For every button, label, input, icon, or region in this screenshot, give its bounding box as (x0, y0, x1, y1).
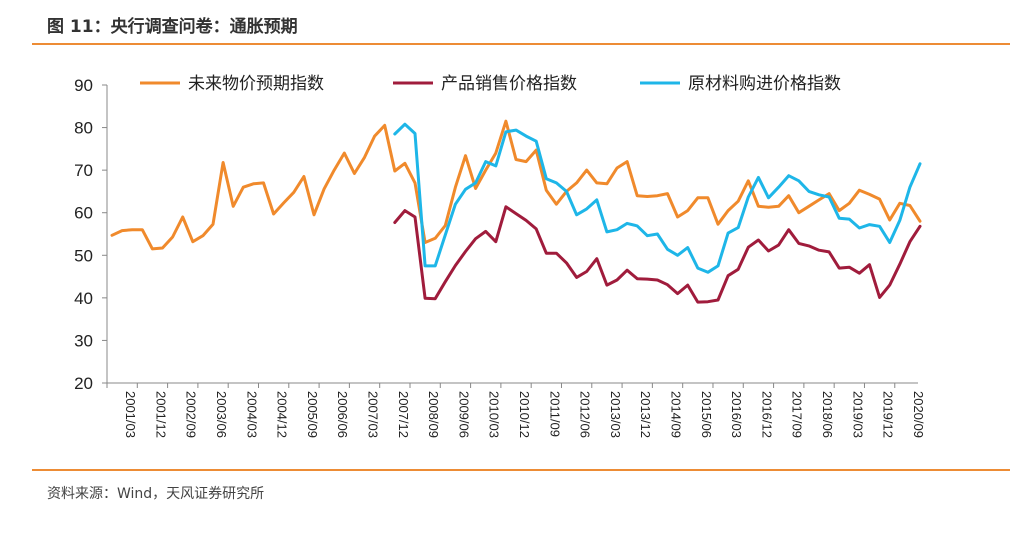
x-tick-label: 2005/09 (305, 391, 320, 438)
x-tick-label: 2012/06 (578, 391, 593, 438)
y-tick-label: 30 (74, 331, 93, 350)
y-tick-label: 20 (74, 374, 93, 393)
series-line-2 (393, 205, 922, 304)
x-tick-label: 2001/12 (153, 391, 168, 438)
x-tick-label: 2011/09 (547, 391, 562, 437)
x-tick-label: 2010/12 (517, 391, 532, 438)
top-rule (32, 43, 1010, 45)
x-tick-label: 2006/06 (335, 391, 350, 438)
x-axis: 2001/03 2001/12 2002/09 2003/06 2004/03 2004/… (106, 382, 926, 438)
x-tick-label: 2007/12 (396, 391, 411, 438)
source-note: 资料来源：Wind，天风证券研究所 (47, 486, 265, 502)
y-tick-label: 90 (74, 76, 93, 95)
series-lines (110, 119, 922, 304)
y-tick-label: 70 (74, 161, 93, 180)
x-tick-label: 2008/09 (426, 391, 441, 438)
legend-label-1: 未来物价预期指数 (188, 74, 324, 94)
x-tick-label: 2017/09 (790, 391, 805, 438)
x-tick-label: 2016/03 (729, 391, 744, 438)
legend-label-2: 产品销售价格指数 (441, 74, 577, 94)
y-tick-label: 60 (74, 204, 93, 223)
figure-title: 图 11：央行调查问卷：通胀预期 (47, 17, 298, 37)
x-tick-label: 2020/09 (911, 391, 926, 438)
legend-label-3: 原材料购进价格指数 (688, 74, 841, 94)
x-tick-label: 2013/03 (608, 391, 623, 438)
x-tick-label: 2016/12 (759, 391, 774, 438)
x-tick-label: 2009/06 (456, 391, 471, 438)
x-tick-label: 2013/12 (638, 391, 653, 438)
x-tick-label: 2010/03 (487, 391, 502, 438)
x-tick-label: 2003/06 (214, 391, 229, 438)
x-tick-label: 2004/03 (244, 391, 259, 438)
x-tick-label: 2015/06 (699, 391, 714, 438)
y-tick-label: 50 (74, 246, 93, 265)
x-tick-label: 2014/09 (669, 391, 684, 438)
series-line-1 (110, 119, 922, 251)
x-tick-label: 2002/09 (184, 391, 199, 438)
x-tick-label: 2018/06 (820, 391, 835, 438)
x-tick-label: 2004/12 (275, 391, 290, 438)
x-tick-label: 2001/03 (123, 391, 138, 438)
x-tick-label: 2007/03 (366, 391, 381, 438)
y-axis: 20 30 40 50 60 70 80 90 (74, 76, 108, 393)
series-line-3 (393, 122, 922, 274)
bottom-rule (32, 469, 1010, 471)
x-tick-label: 2019/12 (881, 391, 896, 438)
y-tick-label: 80 (74, 119, 93, 138)
legend: 未来物价预期指数 产品销售价格指数 原材料购进价格指数 (140, 74, 841, 94)
y-tick-label: 40 (74, 289, 93, 308)
x-tick-label: 2019/03 (850, 391, 865, 438)
